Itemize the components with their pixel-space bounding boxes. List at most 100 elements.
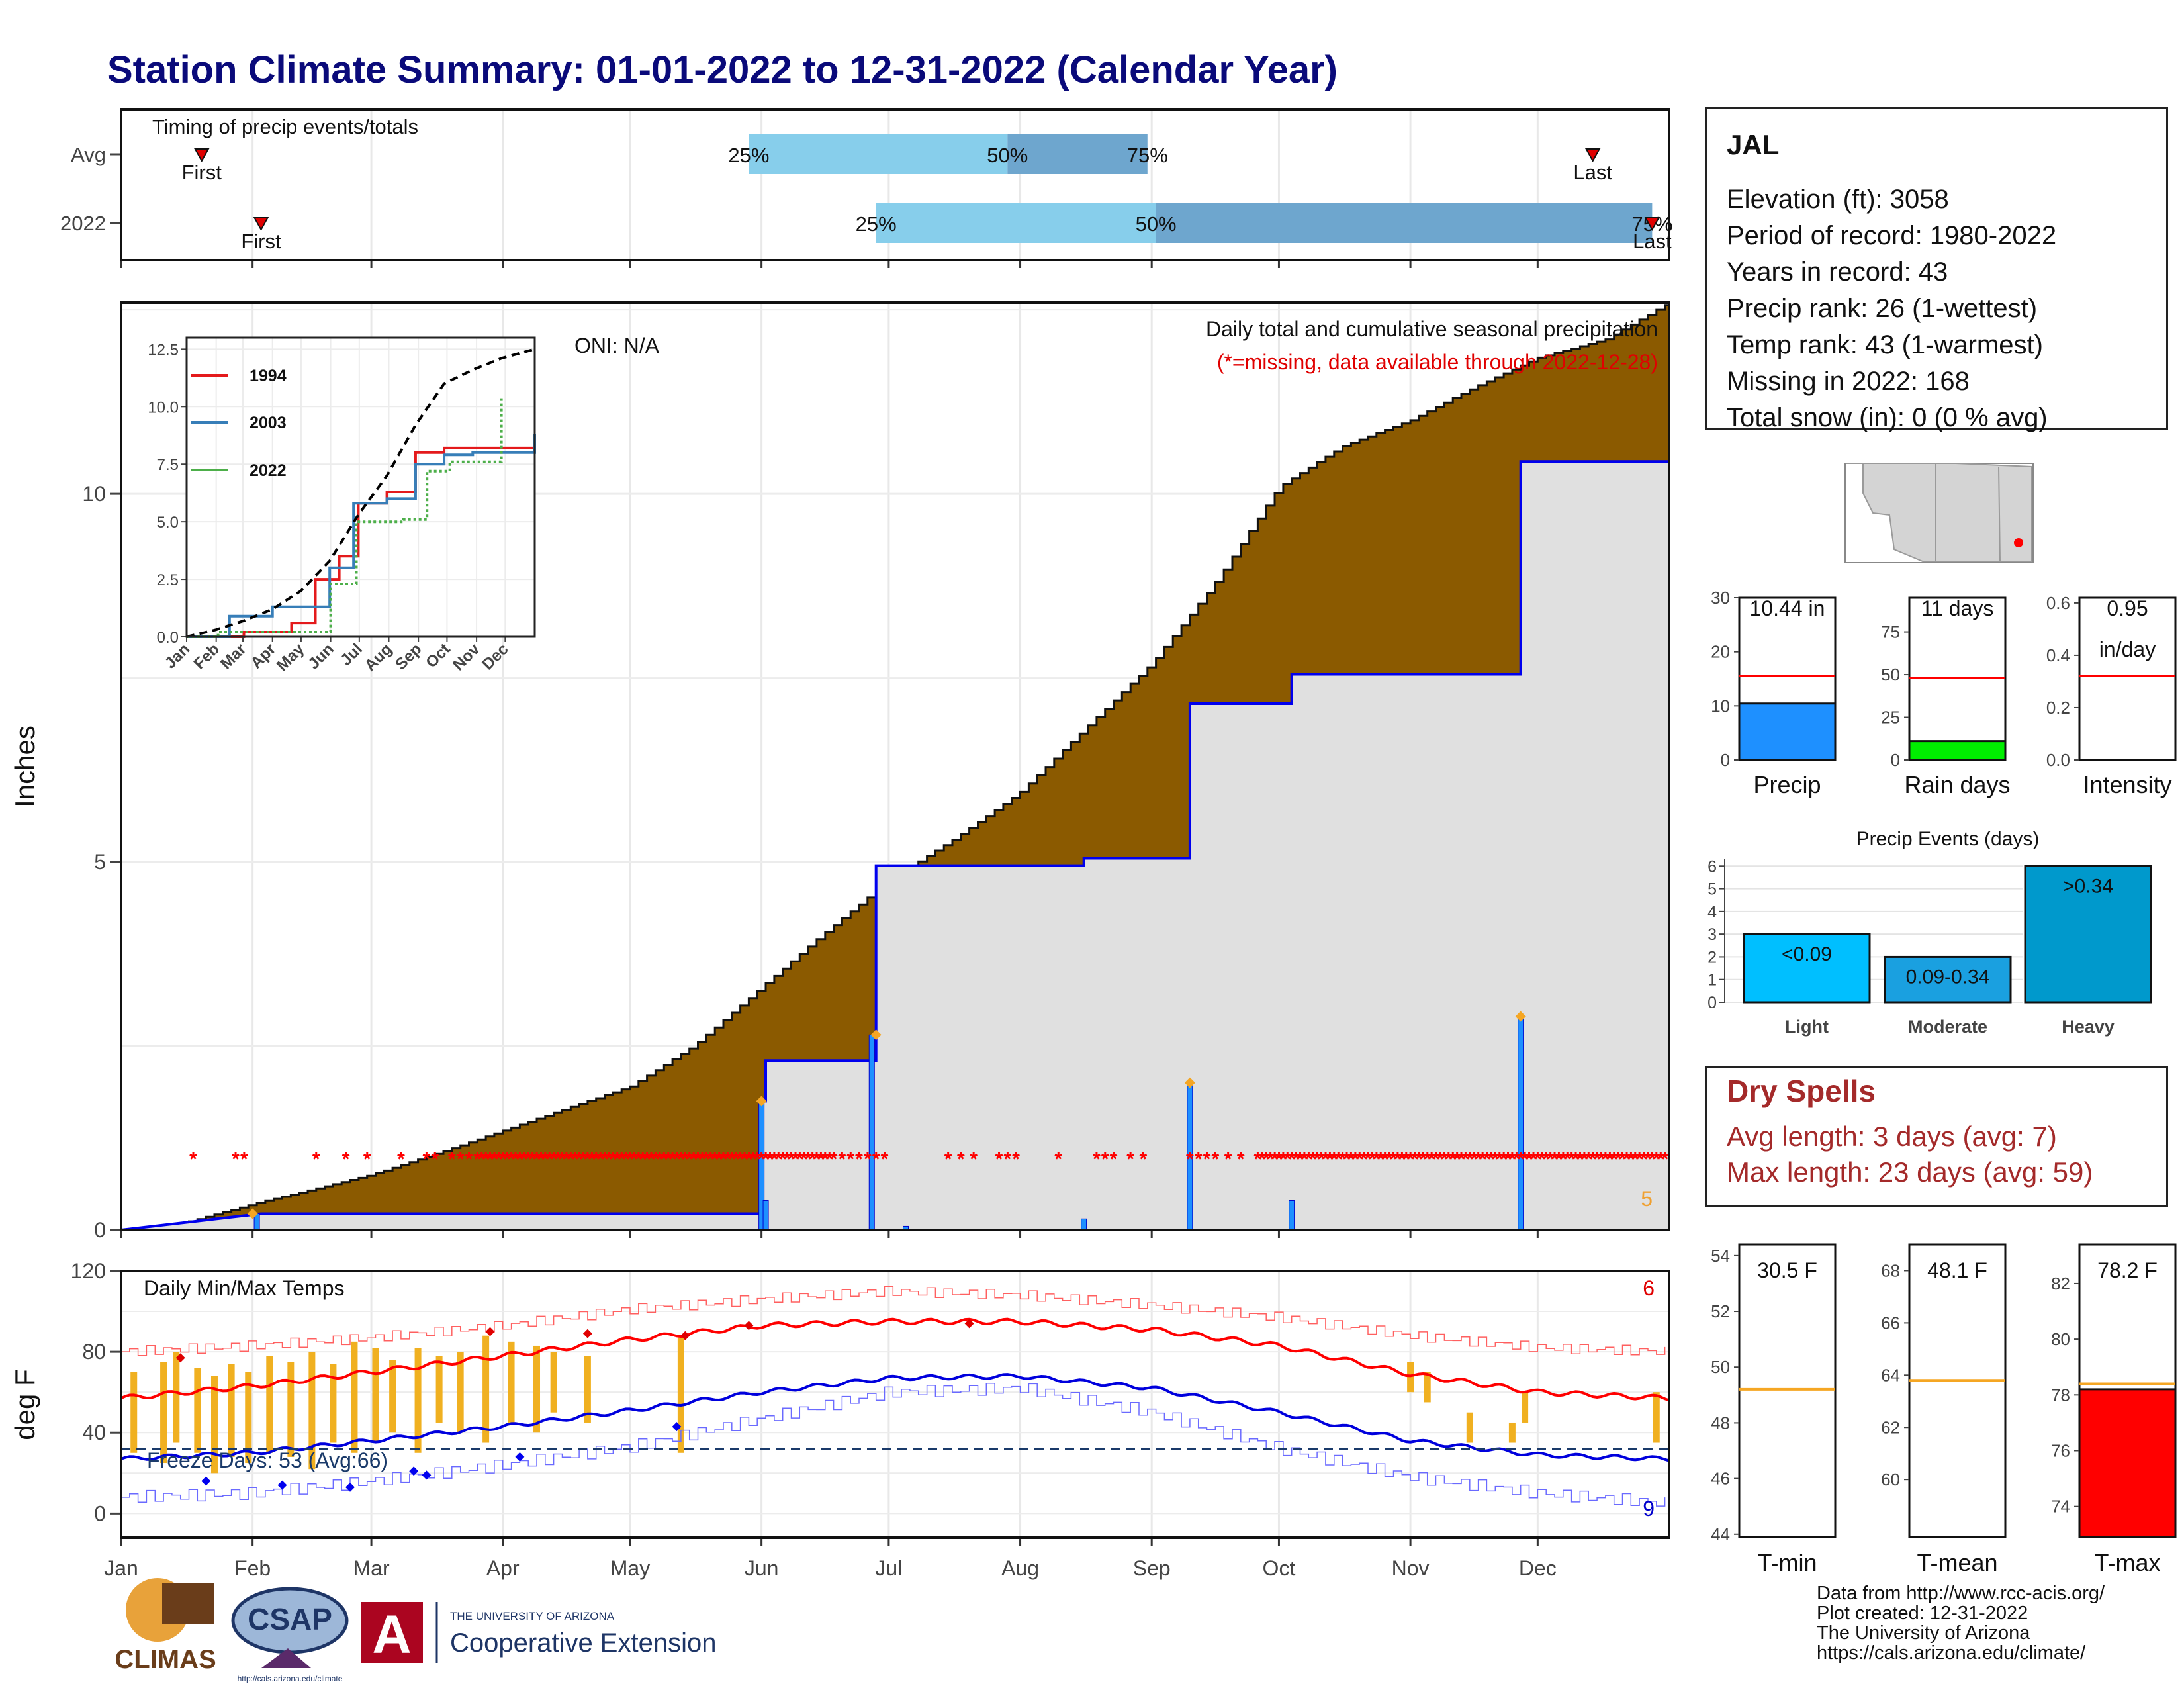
daily-precip-bar xyxy=(762,1200,769,1231)
missing-marker: * xyxy=(1491,1149,1499,1170)
daily-precip-bar xyxy=(1518,1016,1524,1231)
missing-marker: * xyxy=(1402,1149,1410,1170)
missing-marker: * xyxy=(1512,1149,1520,1170)
month-label: Jun xyxy=(745,1556,779,1580)
missing-marker: * xyxy=(1619,1149,1627,1170)
missing-marker: * xyxy=(698,1149,706,1170)
inset-y-tick-label: 0.0 xyxy=(157,629,179,647)
missing-marker: * xyxy=(1101,1149,1109,1170)
timing-label-25: 25% xyxy=(728,144,769,167)
mini-temp-frame xyxy=(1738,1243,1837,1538)
events-y-tick-label: 6 xyxy=(1707,857,1717,876)
timing-bar-q2-Avg xyxy=(1007,134,1148,174)
ua-logo-small-text: THE UNIVERSITY OF ARIZONA xyxy=(450,1610,615,1622)
missing-marker: * xyxy=(1140,1149,1148,1170)
events-category-label: Heavy xyxy=(2062,1017,2115,1037)
missing-marker: * xyxy=(783,1149,791,1170)
missing-marker: * xyxy=(944,1149,952,1170)
missing-marker: * xyxy=(1627,1149,1635,1170)
missing-marker: * xyxy=(524,1149,532,1170)
climas-logo-text: CLIMAS xyxy=(114,1645,216,1674)
mini-temp-value: 78.2 F xyxy=(2097,1258,2158,1282)
missing-marker: * xyxy=(494,1149,502,1170)
missing-marker: * xyxy=(839,1149,846,1170)
mini-precip-category: Rain days xyxy=(1904,771,2010,798)
temp-anomaly-bar xyxy=(245,1372,252,1464)
missing-marker: * xyxy=(1003,1149,1011,1170)
temp-anomaly-bar xyxy=(130,1372,138,1453)
missing-marker: * xyxy=(1504,1149,1512,1170)
missing-marker: * xyxy=(1542,1149,1550,1170)
missing-marker: * xyxy=(1262,1149,1270,1170)
missing-marker: * xyxy=(846,1149,854,1170)
temp-panel: Daily Min/Max Temps Freeze Days: 53 (Avg:… xyxy=(9,1259,1670,1580)
timing-bar-q1-Avg xyxy=(749,134,1008,174)
missing-marker: * xyxy=(1657,1149,1664,1170)
missing-marker: * xyxy=(1508,1149,1516,1170)
missing-marker: * xyxy=(864,1149,872,1170)
temp-anomaly-bar xyxy=(533,1345,541,1433)
missing-marker: * xyxy=(652,1149,660,1170)
missing-marker: * xyxy=(240,1149,248,1170)
mini-precip-bar-Intensity xyxy=(2078,596,2177,761)
missing-marker: * xyxy=(1580,1149,1588,1170)
missing-marker: * xyxy=(1432,1149,1440,1170)
missing-marker: * xyxy=(1602,1149,1610,1170)
missing-marker: * xyxy=(1598,1149,1606,1170)
timing-row-label: 2022 xyxy=(60,212,106,235)
station-elevation: Elevation (ft): 3058 xyxy=(1727,185,1949,214)
events-y-tick-label: 3 xyxy=(1707,925,1717,944)
missing-marker: * xyxy=(1419,1149,1427,1170)
freeze-days-label: Freeze Days: 53 (Avg:66) xyxy=(147,1448,388,1472)
inset-panel: 1994200320220.02.55.07.510.012.5JanFebMa… xyxy=(148,336,536,675)
mini-temp-bar-T-max xyxy=(2078,1388,2177,1538)
temp-anomaly-bar xyxy=(287,1362,295,1457)
events-bar-Heavy xyxy=(2024,865,2152,1004)
missing-marker: * xyxy=(1517,1149,1525,1170)
csap-logo-url: http://cals.arizona.edu/climate xyxy=(238,1674,343,1683)
inset-y-tick-label: 10.0 xyxy=(148,399,179,416)
temp-anomaly-bar xyxy=(457,1352,464,1433)
missing-marker: * xyxy=(1424,1149,1432,1170)
missing-marker: * xyxy=(872,1149,880,1170)
month-label: Oct xyxy=(1263,1556,1296,1580)
missing-marker: * xyxy=(397,1149,405,1170)
missing-marker: * xyxy=(601,1149,609,1170)
missing-marker: * xyxy=(664,1149,672,1170)
missing-marker: * xyxy=(1538,1149,1546,1170)
timing-title: Timing of precip events/totals xyxy=(152,115,418,138)
missing-marker: * xyxy=(1360,1149,1368,1170)
mini-precip-value: 10.44 in xyxy=(1750,596,1825,620)
missing-marker: * xyxy=(758,1149,766,1170)
event-marker xyxy=(247,1208,258,1219)
missing-marker: * xyxy=(580,1149,588,1170)
missing-marker: * xyxy=(1428,1149,1435,1170)
missing-marker: * xyxy=(1649,1149,1657,1170)
missing-marker: * xyxy=(631,1149,639,1170)
temp-y-tick-label: 80 xyxy=(82,1340,106,1364)
missing-marker: * xyxy=(1661,1149,1669,1170)
temp-anomaly-bar xyxy=(330,1364,337,1443)
missing-marker: * xyxy=(626,1149,634,1170)
events-y-tick-label: 0 xyxy=(1707,994,1717,1012)
missing-marker: * xyxy=(189,1149,197,1170)
temp-anomaly-bar xyxy=(1466,1412,1473,1443)
temp-anomaly-bar xyxy=(266,1356,273,1453)
missing-marker: * xyxy=(1406,1149,1414,1170)
missing-marker: * xyxy=(1559,1149,1567,1170)
mini-temp-y-tick-label: 82 xyxy=(2051,1274,2070,1293)
missing-marker: * xyxy=(1334,1149,1342,1170)
events-bar-Moderate xyxy=(1884,955,2012,1004)
missing-marker: * xyxy=(1093,1149,1101,1170)
station-period: Period of record: 1980-2022 xyxy=(1727,221,2057,250)
temp-anomaly-bar xyxy=(482,1335,490,1443)
missing-marker: * xyxy=(478,1149,486,1170)
missing-marker: * xyxy=(1606,1149,1614,1170)
timing-last-label: Last xyxy=(1573,161,1612,184)
missing-marker: * xyxy=(1304,1149,1312,1170)
missing-marker: * xyxy=(792,1149,799,1170)
inset-y-tick-label: 12.5 xyxy=(148,341,179,359)
mini-precip-y-tick-label: 0 xyxy=(1891,750,1900,770)
missing-marker: * xyxy=(1436,1149,1444,1170)
missing-marker: * xyxy=(694,1149,702,1170)
